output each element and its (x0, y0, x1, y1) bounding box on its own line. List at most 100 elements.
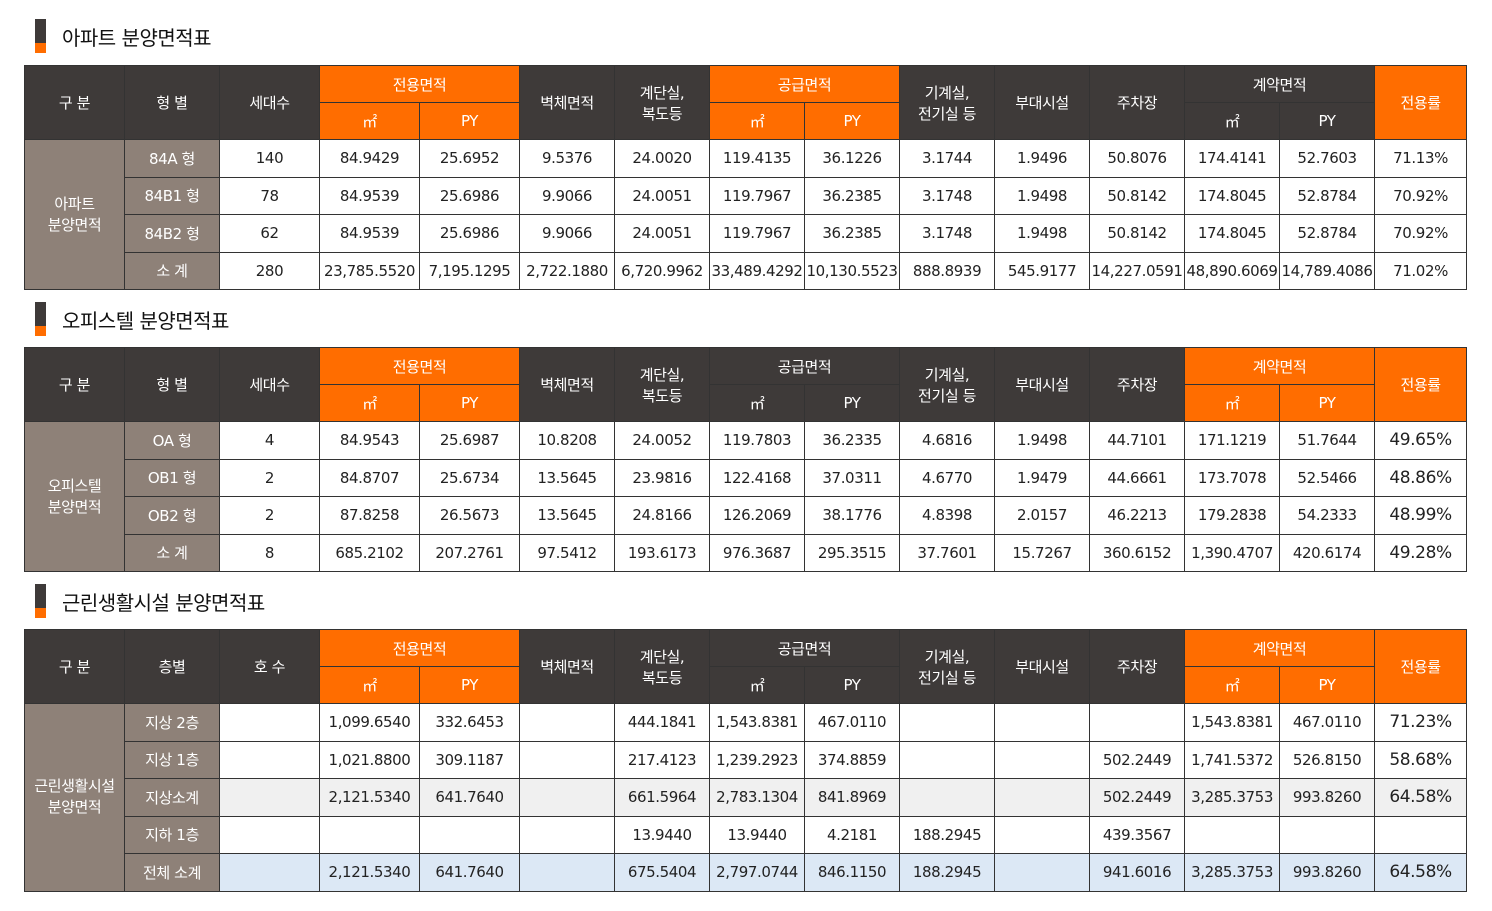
section-marker (35, 302, 46, 336)
table-cell: 2,121.5340 (319, 778, 420, 817)
header-wall: 벽체면적 (519, 629, 616, 704)
table-cell: 3,285.3753 (1184, 778, 1281, 817)
table-cell: 661.5964 (614, 778, 711, 817)
table-cell: 13.9440 (709, 815, 806, 854)
table-cell (319, 815, 420, 854)
table-cell: 13.5645 (519, 458, 616, 497)
table-cell: 48,890.6069 (1184, 251, 1281, 290)
table-cell (994, 703, 1091, 742)
row-type-label: 84A 형 (124, 139, 220, 178)
row-group-label: 근린생활시설 분양면적 (24, 703, 125, 892)
header-wall: 벽체면적 (519, 347, 616, 422)
table-cell: 71.13% (1374, 139, 1468, 178)
table-cell: 25.6734 (418, 458, 521, 497)
apt-title: 아파트 분양면적표 (62, 25, 212, 50)
table-cell (519, 853, 616, 892)
row-type-label: 84B2 형 (124, 214, 220, 253)
table-cell: 14,227.0591 (1089, 251, 1186, 290)
table-cell: 993.8260 (1279, 778, 1376, 817)
table-cell: 6,720.9962 (614, 251, 711, 290)
row-group-label: 아파트 분양면적 (24, 139, 125, 290)
header-machine: 기계실, 전기실 등 (899, 347, 996, 422)
contract-py-header: PY (1279, 384, 1376, 422)
table-cell: 4.6816 (899, 421, 996, 460)
table-cell: 1.9498 (994, 214, 1091, 253)
table-cell: 374.8859 (804, 740, 901, 779)
header-stairs: 계단실, 복도등 (614, 65, 711, 140)
table-cell: 50.8142 (1089, 214, 1186, 253)
table-cell: 87.8258 (319, 496, 420, 535)
retail-area-table: 구 분 층별 호 수 전용면적 벽체면적 계단실, 복도등 공급면적 기계실, 전기실 등 부대시설… (24, 629, 1468, 892)
header-ratio: 전용률 (1374, 65, 1468, 140)
header-gubun: 구 분 (24, 347, 125, 422)
table-cell: 84.9539 (319, 176, 420, 215)
table-row: 84B1 형 78 84.9539 25.6986 9.9066 24.0051 119.7… (25, 176, 1468, 215)
table-cell: 52.8784 (1279, 214, 1376, 253)
table-cell: 1,390.4707 (1184, 533, 1281, 572)
table-row: 전체 소계 2,121.5340 641.7640 675.5404 2,797.074… (25, 853, 1468, 892)
header-ratio: 전용률 (1374, 629, 1468, 704)
row-type-label: 소 계 (124, 251, 220, 290)
header-facility: 부대시설 (994, 629, 1091, 704)
table-cell (899, 778, 996, 817)
apt-section-title: 아파트 분양면적표 (35, 18, 212, 54)
table-cell: 97.5412 (519, 533, 616, 572)
header-ratio: 전용률 (1374, 347, 1468, 422)
table-cell: 9.9066 (519, 176, 616, 215)
table-cell (994, 815, 1091, 854)
table-cell: 44.7101 (1089, 421, 1186, 460)
table-cell: 140 (219, 139, 320, 178)
table-cell: 685.2102 (319, 533, 420, 572)
supply-m2-header: ㎡ (709, 384, 806, 422)
table-cell: 976.3687 (709, 533, 806, 572)
header-stairs: 계단실, 복도등 (614, 347, 711, 422)
table-cell: 2,121.5340 (319, 853, 420, 892)
table-cell: 1,543.8381 (1184, 703, 1281, 742)
table-cell: 174.8045 (1184, 214, 1281, 253)
table-cell: 25.6952 (418, 139, 521, 178)
header-parking: 주차장 (1089, 629, 1186, 704)
table-cell: 280 (219, 251, 320, 290)
row-type-label: OB1 형 (124, 458, 220, 497)
table-row: 지하 1층 13.9440 13.9440 4.2181 188.2945 439.356… (25, 815, 1468, 854)
table-cell: 78 (219, 176, 320, 215)
table-cell: 173.7078 (1184, 458, 1281, 497)
header-gubun: 구 분 (24, 65, 125, 140)
table-cell: 641.7640 (418, 778, 521, 817)
table-cell (994, 740, 1091, 779)
table-cell: 70.92% (1374, 176, 1468, 215)
table-cell: 119.4135 (709, 139, 806, 178)
table-cell: 993.8260 (1279, 853, 1376, 892)
table-cell (1089, 703, 1186, 742)
table-cell: 3.1744 (899, 139, 996, 178)
table-cell: 36.1226 (804, 139, 901, 178)
table-cell: 13.5645 (519, 496, 616, 535)
table-cell: 50.8076 (1089, 139, 1186, 178)
table-row: OB2 형 2 87.8258 26.5673 13.5645 24.8166 126.20… (25, 496, 1468, 535)
header-type: 층별 (124, 629, 220, 704)
table-cell (994, 778, 1091, 817)
table-cell: 54.2333 (1279, 496, 1376, 535)
header-supply: 공급면적 (709, 65, 901, 103)
table-cell: 188.2945 (899, 815, 996, 854)
table-cell: 467.0110 (1279, 703, 1376, 742)
table-cell: 49.28% (1374, 533, 1468, 572)
exclusive-py-header: PY (418, 384, 521, 422)
header-machine: 기계실, 전기실 등 (899, 65, 996, 140)
table-cell (418, 815, 521, 854)
table-cell: 10.8208 (519, 421, 616, 460)
table-cell: 52.5466 (1279, 458, 1376, 497)
table-cell: 332.6453 (418, 703, 521, 742)
table-cell: 1,543.8381 (709, 703, 806, 742)
table-row: 지상소계 2,121.5340 641.7640 661.5964 2,783.1304… (25, 778, 1468, 817)
header-type: 형 별 (124, 65, 220, 140)
table-cell: 50.8142 (1089, 176, 1186, 215)
table-cell: 1,099.6540 (319, 703, 420, 742)
table-cell: 25.6986 (418, 176, 521, 215)
table-cell: 2.0157 (994, 496, 1091, 535)
header-contract: 계약면적 (1184, 629, 1376, 667)
header-machine: 기계실, 전기실 등 (899, 629, 996, 704)
table-cell: 4.6770 (899, 458, 996, 497)
